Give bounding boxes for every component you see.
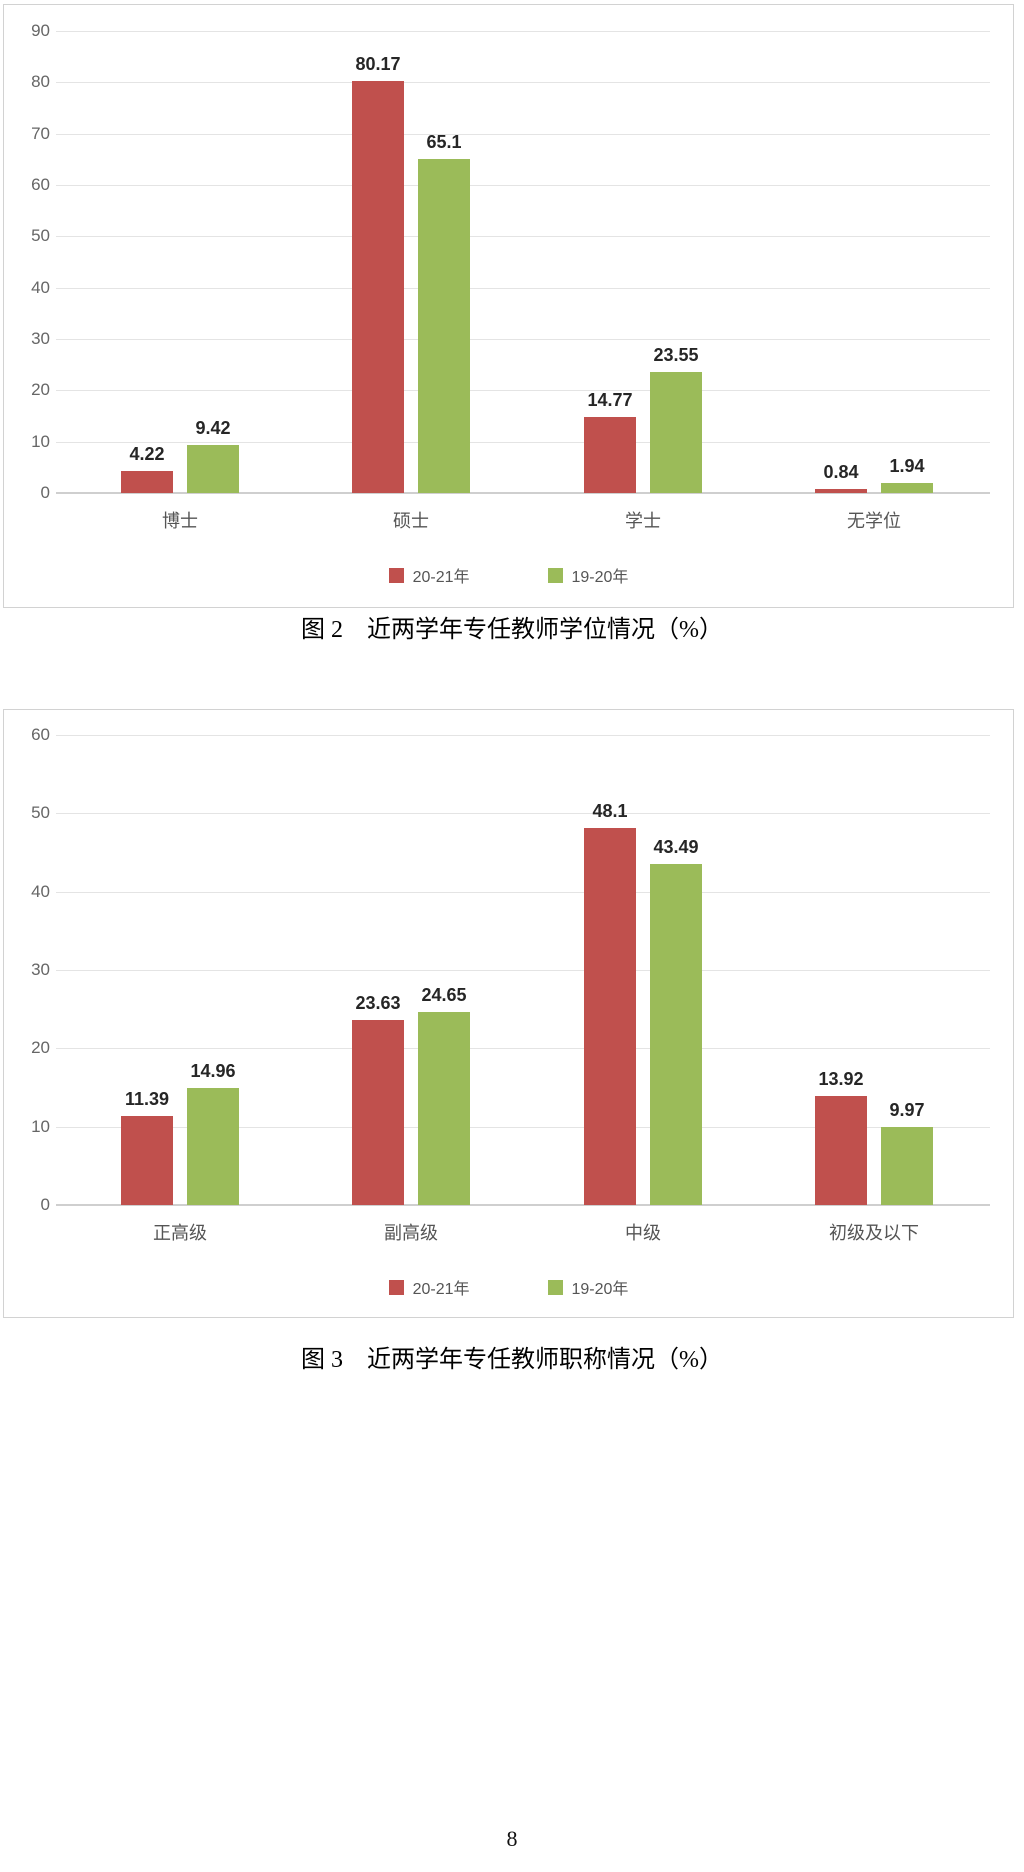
- gridline: [56, 236, 990, 237]
- gridline: [56, 339, 990, 340]
- bar-value-label: 23.63: [355, 993, 401, 1013]
- y-axis-tick-label: 0: [40, 483, 50, 502]
- legend-swatch-series-1: [547, 567, 563, 583]
- bar-series-0: [584, 417, 636, 493]
- bar-series-1: [650, 372, 702, 493]
- y-axis-tick-label: 30: [31, 960, 50, 979]
- legend-item: 20-21年: [388, 1275, 470, 1299]
- bar-series-0: [584, 828, 636, 1205]
- gridline: [56, 82, 990, 83]
- legend-swatch-series-0: [388, 1279, 404, 1295]
- y-axis-tick-label: 10: [31, 432, 50, 451]
- y-axis-tick-label: 90: [31, 21, 50, 40]
- category-label: 副高级: [384, 1223, 438, 1243]
- legend-swatch-series-0: [388, 567, 404, 583]
- gridline: [56, 134, 990, 135]
- bar-value-label: 80.17: [355, 54, 401, 74]
- y-axis-tick-label: 70: [31, 124, 50, 143]
- bar-value-label: 24.65: [421, 985, 467, 1005]
- gridline: [56, 288, 990, 289]
- bar-series-0: [121, 471, 173, 493]
- figure-3-bar-chart: 0 10 20 30 40 50 60 11.39 14.96 正高级 23.63 24.65 副高级 4…: [3, 709, 1014, 1318]
- y-axis-tick-label: 20: [31, 1038, 50, 1057]
- bar-series-1: [881, 483, 933, 493]
- figure-3-caption: 图 3 近两学年专任教师职称情况（%）: [301, 1347, 723, 1373]
- gridline: [56, 390, 990, 391]
- legend-label: 20-21年: [412, 1281, 470, 1298]
- bar-value-label: 9.97: [889, 1100, 925, 1120]
- legend-label: 19-20年: [571, 1281, 629, 1298]
- gridline: [56, 892, 990, 893]
- bar-series-1: [418, 1012, 470, 1205]
- gridline: [56, 813, 990, 814]
- category-label: 无学位: [847, 511, 901, 531]
- gridline: [56, 185, 990, 186]
- legend-item: 19-20年: [547, 563, 629, 587]
- x-axis-line: [56, 492, 990, 494]
- bar-value-label: 9.42: [195, 418, 231, 438]
- gridline: [56, 970, 990, 971]
- category-label: 学士: [625, 511, 661, 531]
- bar-series-1: [881, 1127, 933, 1205]
- legend: 20-21年 19-20年: [4, 563, 1013, 587]
- page-number: 8: [506, 1826, 518, 1851]
- y-axis-tick-label: 60: [31, 725, 50, 744]
- category-label: 正高级: [153, 1223, 207, 1243]
- figure-2-caption: 图 2 近两学年专任教师学位情况（%）: [301, 617, 723, 643]
- bar-series-1: [187, 1088, 239, 1205]
- legend-swatch-series-1: [547, 1279, 563, 1295]
- y-axis-tick-label: 40: [31, 882, 50, 901]
- gridline: [56, 31, 990, 32]
- bar-value-label: 43.49: [653, 837, 699, 857]
- category-label: 硕士: [393, 511, 429, 531]
- x-axis-line: [56, 1204, 990, 1206]
- y-axis-tick-label: 60: [31, 175, 50, 194]
- gridline: [56, 442, 990, 443]
- bar-value-label: 23.55: [653, 345, 699, 365]
- bar-series-0: [815, 1096, 867, 1205]
- bar-series-0: [352, 1020, 404, 1205]
- gridline: [56, 735, 990, 736]
- gridline: [56, 1127, 990, 1128]
- bar-series-1: [187, 445, 239, 493]
- legend-label: 20-21年: [412, 569, 470, 586]
- bar-value-label: 13.92: [818, 1069, 864, 1089]
- y-axis-tick-label: 10: [31, 1117, 50, 1136]
- legend-item: 20-21年: [388, 563, 470, 587]
- bar-series-1: [650, 864, 702, 1205]
- bar-value-label: 48.1: [592, 801, 628, 821]
- figure-2-bar-chart: 0 10 20 30 40 50 60 70 80 90 4.22 9.42 博士 80.17 65.1 硕士…: [3, 4, 1014, 608]
- legend-item: 19-20年: [547, 1275, 629, 1299]
- bar-value-label: 11.39: [124, 1089, 170, 1109]
- y-axis-tick-label: 40: [31, 278, 50, 297]
- bar-series-0: [352, 81, 404, 493]
- bar-value-label: 1.94: [889, 456, 925, 476]
- bar-series-0: [121, 1116, 173, 1205]
- gridline: [56, 1048, 990, 1049]
- bar-series-1: [418, 159, 470, 493]
- category-label: 初级及以下: [829, 1223, 919, 1243]
- bar-value-label: 65.1: [426, 132, 462, 152]
- bar-value-label: 4.22: [129, 444, 165, 464]
- y-axis-tick-label: 0: [40, 1195, 50, 1214]
- category-label: 博士: [162, 511, 198, 531]
- y-axis-tick-label: 50: [31, 803, 50, 822]
- bar-series-0: [815, 489, 867, 493]
- bar-value-label: 14.77: [587, 390, 633, 410]
- category-label: 中级: [625, 1223, 661, 1243]
- bar-value-label: 0.84: [823, 462, 859, 482]
- y-axis-tick-label: 50: [31, 226, 50, 245]
- y-axis-tick-label: 20: [31, 380, 50, 399]
- y-axis-tick-label: 30: [31, 329, 50, 348]
- legend-label: 19-20年: [571, 569, 629, 586]
- bar-value-label: 14.96: [190, 1061, 236, 1081]
- legend: 20-21年 19-20年: [4, 1275, 1013, 1299]
- y-axis-tick-label: 80: [31, 72, 50, 91]
